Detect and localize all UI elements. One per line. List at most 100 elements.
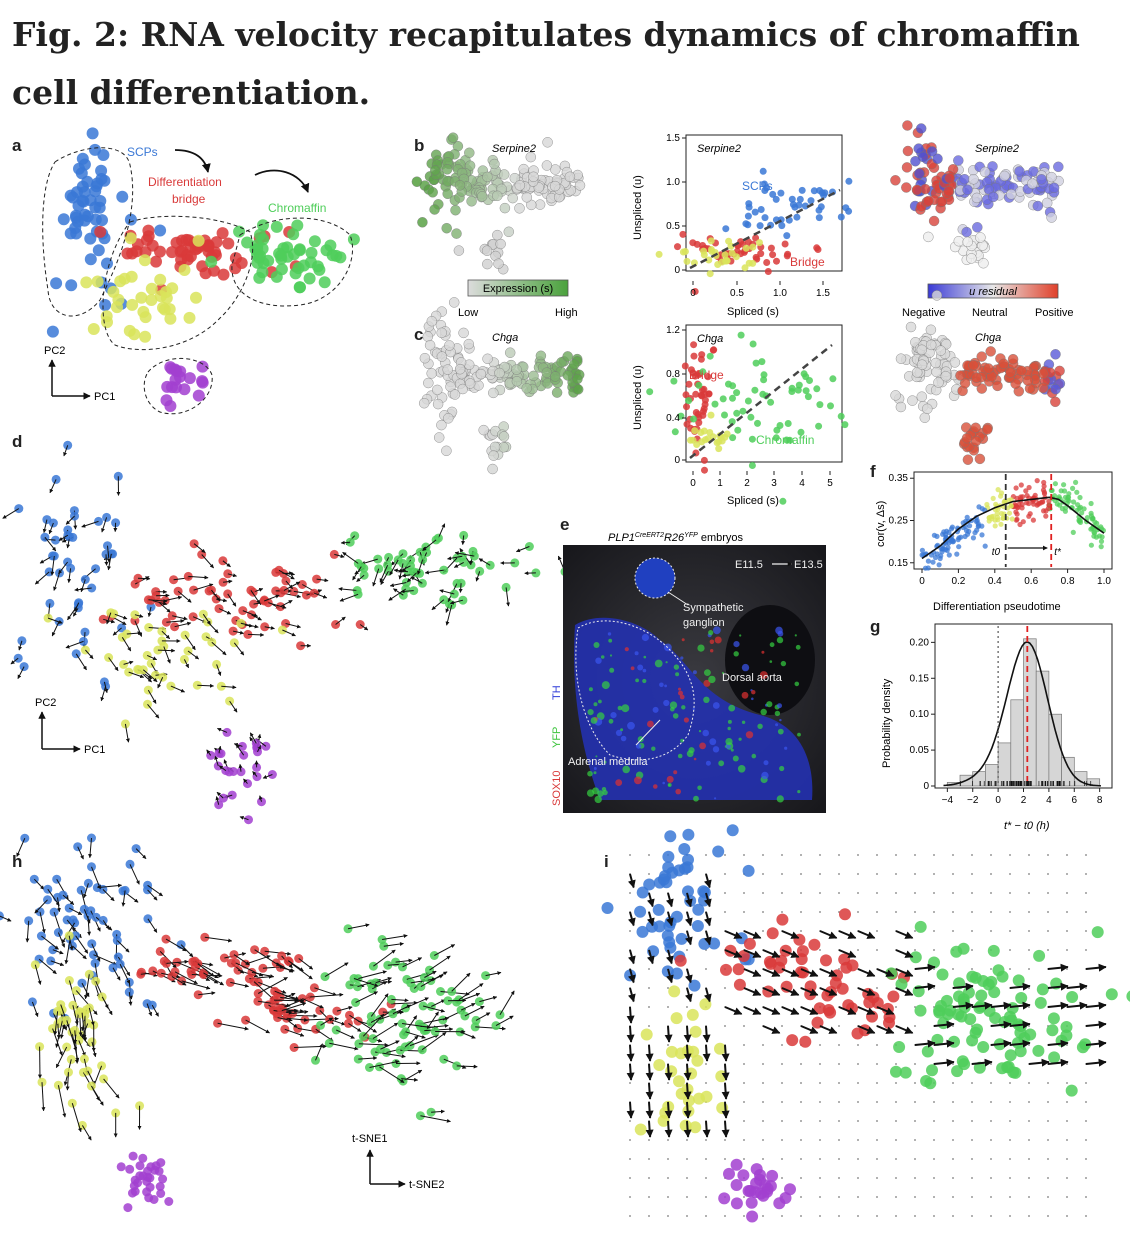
grid-point: [1066, 1139, 1068, 1141]
grid-velocity-arrow: [721, 1101, 730, 1119]
bridge-cell: [166, 246, 178, 259]
f-cell: [956, 544, 962, 550]
scp-cell: [46, 325, 59, 338]
e-fluorescent-cell: [653, 784, 658, 789]
velocity-arrow: [431, 999, 446, 1007]
grid-point: [990, 1158, 992, 1160]
grid-point: [781, 1158, 783, 1160]
f-tstar-label: t*: [1054, 547, 1062, 558]
b-scp-cell: [772, 195, 780, 203]
grid-point: [933, 892, 935, 894]
f-cell: [925, 565, 931, 571]
b-residual-cell: [971, 192, 983, 204]
b-residual-cell: [901, 162, 913, 173]
i-scp-cell: [662, 861, 675, 874]
b-expression-cell: [442, 188, 453, 200]
f-cell: [998, 521, 1004, 527]
grid-point: [1009, 1196, 1011, 1198]
e-fluorescent-cell: [670, 706, 675, 712]
i-chromaffin-cell: [1036, 983, 1049, 996]
b-scp-cell: [778, 222, 786, 230]
b-expression-cell: [503, 226, 514, 238]
grid-point: [629, 854, 631, 856]
e-fluorescent-cell: [705, 760, 711, 766]
e-fluorescent-cell: [615, 779, 623, 786]
velocity-arrow: [283, 581, 301, 591]
b-yellow-cell: [681, 248, 689, 255]
c-residual-cell: [1016, 365, 1027, 376]
grid-point: [990, 1101, 992, 1103]
grid-point: [952, 854, 954, 856]
grid-point: [1066, 930, 1068, 932]
c-chromaffin-cell: [841, 421, 849, 429]
c-chromaffin-cell: [719, 395, 727, 403]
f-xlabel: Differentiation pseudotime: [933, 601, 1061, 613]
c-chromaffin-cell: [734, 426, 742, 434]
f-cell: [1070, 529, 1076, 536]
b-residual-cell: [890, 175, 901, 186]
grid-point: [743, 1120, 745, 1122]
velocity-arrow: [10, 657, 19, 665]
velocity-arrow: [335, 1029, 355, 1039]
e-fluorescent-cell: [741, 663, 750, 672]
f-cell: [986, 515, 993, 521]
grid-point: [743, 1082, 745, 1084]
grid-point: [648, 1006, 650, 1008]
b-scatter-gene: Serpine2: [697, 143, 741, 155]
velocity-arrow: [402, 957, 423, 968]
i-scp-cell: [601, 902, 614, 914]
b-expression-cell: [442, 164, 453, 175]
e-fluorescent-cell: [733, 641, 740, 648]
b-residual-cell: [1006, 189, 1017, 200]
bridge-cell: [217, 268, 230, 281]
grid-point: [914, 873, 916, 875]
b-residual-cell: [999, 170, 1010, 182]
grid-point: [933, 1215, 935, 1217]
c-chromaffin-cell: [760, 376, 768, 384]
c-residual-cell: [1038, 368, 1049, 379]
grid-velocity-arrow: [721, 1063, 730, 1081]
b-residual-cell: [978, 258, 989, 269]
velocity-arrow: [193, 543, 206, 553]
b-yellow-cell: [707, 237, 715, 245]
i-chromaffin-cell: [964, 1013, 977, 1026]
grid-point: [1028, 1158, 1030, 1160]
b-scp-cell: [759, 167, 767, 175]
velocity-arrow: [216, 664, 222, 676]
velocity-arrow: [338, 587, 358, 592]
b-expression-cell: [525, 151, 536, 163]
e-fluorescent-cell: [741, 691, 749, 699]
grid-velocity-arrow: [1085, 1058, 1107, 1067]
velocity-arrow: [218, 608, 232, 615]
grid-point: [648, 1177, 650, 1179]
chromaffin-cell: [293, 244, 306, 257]
grid-point: [838, 873, 840, 875]
grid-point: [781, 911, 783, 913]
velocity-arrow: [434, 944, 456, 956]
grid-point: [819, 1082, 821, 1084]
yellow-cell: [154, 273, 167, 286]
grid-velocity-arrow: [781, 930, 800, 939]
i-purple-cell: [745, 1196, 758, 1209]
i-chromaffin-cell: [958, 1058, 971, 1071]
grid-velocity-arrow: [664, 1120, 673, 1138]
e-fluorescent-cell: [675, 672, 680, 677]
grid-point: [743, 1101, 745, 1103]
c-residual-cell: [968, 360, 979, 371]
grid-point: [686, 1006, 688, 1008]
grid-point: [914, 1101, 916, 1103]
grid-velocity-arrow: [664, 1101, 673, 1119]
g-ylabel: Probability density: [881, 678, 893, 768]
g-y-tick-label: 0.20: [910, 637, 930, 648]
c-expression-cell: [432, 398, 444, 410]
bridge-cell: [201, 240, 214, 253]
c-expression-cell: [573, 384, 584, 395]
velocity-arrow: [475, 571, 481, 582]
c-expression-cell: [488, 387, 499, 399]
label-bridge: bridge: [172, 192, 206, 206]
f-cell: [982, 543, 988, 549]
grid-point: [1085, 1177, 1087, 1179]
e-fluorescent-cell: [594, 795, 602, 804]
velocity-arrow: [102, 920, 110, 930]
c-bridge-cell: [687, 366, 695, 374]
